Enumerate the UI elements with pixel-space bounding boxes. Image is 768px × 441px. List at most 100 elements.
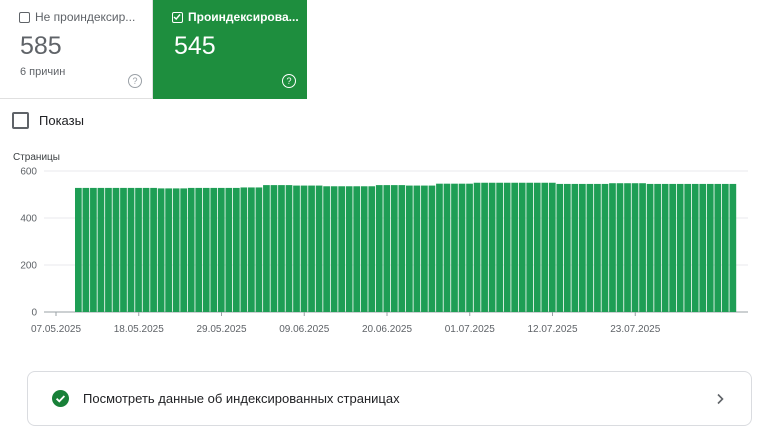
card-indexed[interactable]: Проиндексирова... 545 ? — [153, 0, 307, 99]
bar — [225, 187, 233, 312]
bar — [368, 186, 376, 312]
bar — [210, 187, 218, 312]
card-not-indexed-value: 585 — [20, 32, 62, 60]
status-cards: Не проиндексир... 585 6 причин ? Проинде… — [0, 0, 768, 99]
y-tick-label: 200 — [20, 261, 37, 272]
view-indexed-pages-button[interactable]: Посмотреть данные об индексированных стр… — [27, 371, 752, 426]
bar — [255, 187, 263, 312]
bar — [616, 183, 624, 312]
bar — [240, 187, 248, 312]
bar — [654, 183, 661, 312]
help-icon[interactable]: ? — [128, 74, 142, 88]
bar — [503, 182, 511, 312]
card-not-indexed-header: Не проиндексир... — [19, 10, 135, 24]
bar — [90, 187, 97, 312]
bar — [105, 187, 112, 312]
checkmark-icon — [173, 13, 181, 20]
bar — [353, 186, 361, 312]
bar — [661, 183, 669, 312]
card-not-indexed-label: Не проиндексир... — [35, 10, 136, 24]
x-tick-label: 18.05.2025 — [114, 324, 164, 335]
bar — [511, 182, 519, 312]
y-tick-label: 600 — [20, 167, 37, 178]
impressions-toggle[interactable]: Показы — [12, 112, 84, 129]
bar — [563, 183, 571, 312]
bar — [639, 183, 646, 312]
bar — [594, 183, 601, 312]
bar — [315, 185, 323, 312]
bar — [135, 187, 142, 312]
bar — [248, 187, 255, 312]
card-indexed-value: 545 — [174, 32, 216, 60]
bar — [714, 183, 722, 312]
bar — [451, 183, 458, 312]
bar — [187, 187, 195, 312]
bar — [586, 183, 594, 312]
bar — [398, 185, 406, 312]
bar — [217, 187, 225, 312]
bar — [157, 188, 165, 312]
bar — [684, 183, 692, 312]
bar — [150, 187, 157, 312]
bar — [413, 185, 421, 312]
bar — [421, 185, 428, 312]
bar — [323, 186, 330, 312]
bar — [360, 186, 368, 312]
x-tick-label: 20.06.2025 — [362, 324, 412, 335]
bar — [202, 187, 210, 312]
y-axis-title: Страницы — [13, 152, 60, 163]
bar — [120, 187, 127, 312]
bar — [473, 182, 481, 312]
bar — [195, 187, 203, 312]
x-tick-label: 09.06.2025 — [279, 324, 329, 335]
bar — [383, 185, 391, 312]
bar — [579, 183, 586, 312]
bar — [345, 186, 353, 312]
bar — [97, 187, 105, 312]
bar — [180, 188, 188, 312]
bar — [631, 183, 639, 312]
bar — [691, 183, 699, 312]
bar — [270, 185, 278, 312]
bar — [488, 182, 496, 312]
bar — [721, 183, 729, 312]
bar — [300, 185, 308, 312]
x-tick-label: 01.07.2025 — [445, 324, 495, 335]
check-circle-icon — [52, 390, 69, 407]
bar — [375, 185, 383, 312]
bar — [646, 183, 654, 312]
bar — [263, 185, 270, 312]
card-indexed-label: Проиндексирова... — [188, 10, 299, 24]
card-not-indexed-reasons: 6 причин — [20, 66, 66, 78]
bar — [428, 185, 436, 312]
impressions-checkbox[interactable] — [12, 112, 29, 129]
card-not-indexed-checkbox[interactable] — [19, 11, 30, 23]
bar — [293, 185, 300, 312]
x-tick-label: 07.05.2025 — [31, 324, 81, 335]
card-indexed-checkbox[interactable] — [172, 11, 183, 23]
bar — [609, 183, 616, 312]
bar — [533, 182, 541, 312]
bar — [436, 183, 443, 312]
bar — [82, 187, 90, 312]
bar — [676, 183, 684, 312]
view-indexed-pages-label: Посмотреть данные об индексированных стр… — [83, 391, 400, 406]
bar — [601, 183, 609, 312]
bar — [232, 187, 240, 312]
bar — [706, 183, 714, 312]
chevron-right-icon — [717, 393, 724, 405]
x-tick-label: 29.05.2025 — [196, 324, 246, 335]
bar — [330, 186, 338, 312]
help-icon[interactable]: ? — [282, 74, 296, 88]
bar — [443, 183, 451, 312]
card-not-indexed[interactable]: Не проиндексир... 585 6 причин ? — [0, 0, 153, 99]
bar — [390, 185, 398, 312]
bar — [406, 185, 413, 312]
bar — [127, 187, 135, 312]
bar — [729, 183, 737, 312]
bar — [285, 185, 293, 312]
bar — [526, 182, 534, 312]
chart-svg: Страницы 0 200 400 600 07.05.2025 18.05.2025 29… — [13, 152, 748, 335]
impressions-label: Показы — [39, 113, 84, 128]
bar — [556, 183, 564, 312]
